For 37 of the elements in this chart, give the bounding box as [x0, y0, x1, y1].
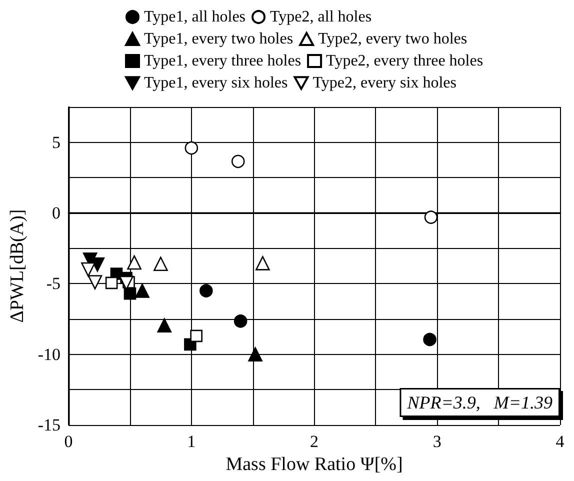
point [105, 276, 118, 290]
y-tick-label: -15 [38, 416, 61, 434]
legend-label: Type1, every six holes [144, 74, 288, 92]
x-tick-label: 4 [556, 432, 565, 451]
legend-label: Type1, every two holes [144, 30, 294, 48]
point [157, 318, 172, 333]
point [88, 275, 102, 290]
point [184, 141, 198, 155]
legend-label: Type1, every three holes [144, 52, 302, 70]
point [424, 210, 438, 224]
point [190, 330, 202, 342]
legend-label: Type2, every six holes [312, 74, 456, 92]
y-tick-label: -10 [38, 344, 61, 364]
annotation: NPR=3.9, M=1.39 [406, 392, 553, 412]
point [154, 256, 168, 272]
x-axis-title: Mass Flow Ratio Ψ[%] [226, 454, 403, 475]
point [200, 284, 213, 298]
point [256, 256, 270, 270]
point [127, 255, 142, 270]
y-tick-label: -5 [46, 274, 61, 294]
point [248, 347, 262, 362]
x-tick-label: 1 [187, 432, 196, 451]
point [231, 154, 245, 168]
legend-label: Type2, every three holes [326, 52, 484, 70]
x-tick-label: 0 [64, 432, 73, 451]
x-tick-label: 2 [310, 432, 319, 451]
y-tick-label: 5 [52, 132, 61, 152]
x-tick-label: 3 [432, 432, 442, 451]
y-axis-title: ΔPWL[dB(A)] [7, 209, 28, 323]
point [135, 284, 150, 298]
point [81, 262, 96, 277]
legend-label: Type2, every two holes [318, 30, 468, 48]
y-tick-label: 0 [52, 204, 61, 222]
point [234, 314, 248, 328]
legend-label: Type1, all holes [144, 8, 246, 26]
point [423, 332, 436, 346]
legend-label: Type2, all holes [270, 8, 372, 26]
